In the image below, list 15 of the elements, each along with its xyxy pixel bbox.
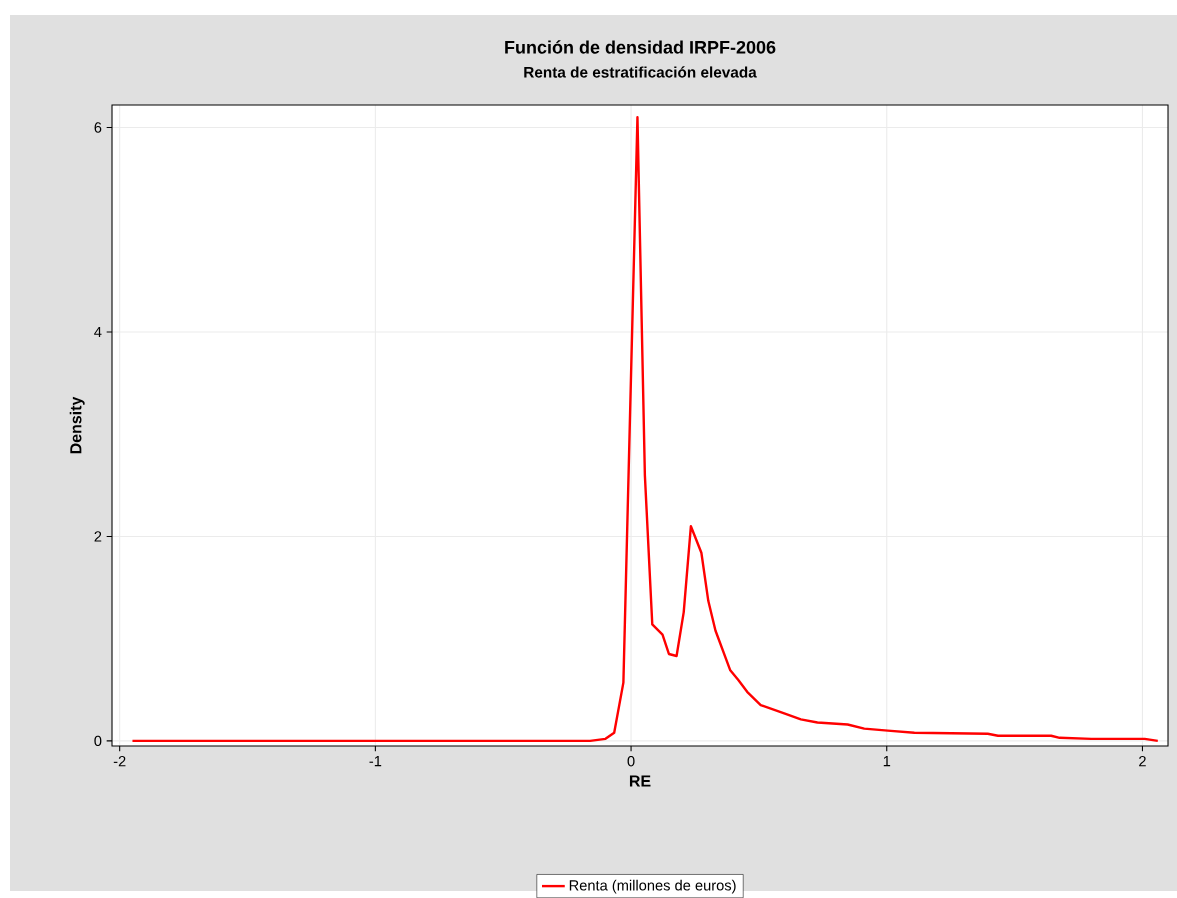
chart-title: Función de densidad IRPF-2006 [505,40,776,54]
y-tick-label: 4 [94,326,102,337]
y-tick-label: 6 [94,122,102,133]
x-tick-label: -1 [369,756,382,767]
legend-label: Renta (millones de euros) [569,879,736,894]
x-tick-label: 2 [1139,756,1146,767]
y-axis-title: Density [69,396,85,454]
x-tick-label: 1 [883,756,891,767]
x-tick-label: 0 [627,756,635,767]
x-tick-label: -2 [113,756,126,767]
x-axis-title: RE [629,775,651,787]
chart-subtitle: Renta de estratificación elevada [524,66,757,78]
line-series [131,116,1159,743]
y-tick-label: 0 [94,735,102,747]
y-tick-label: 2 [94,531,102,542]
